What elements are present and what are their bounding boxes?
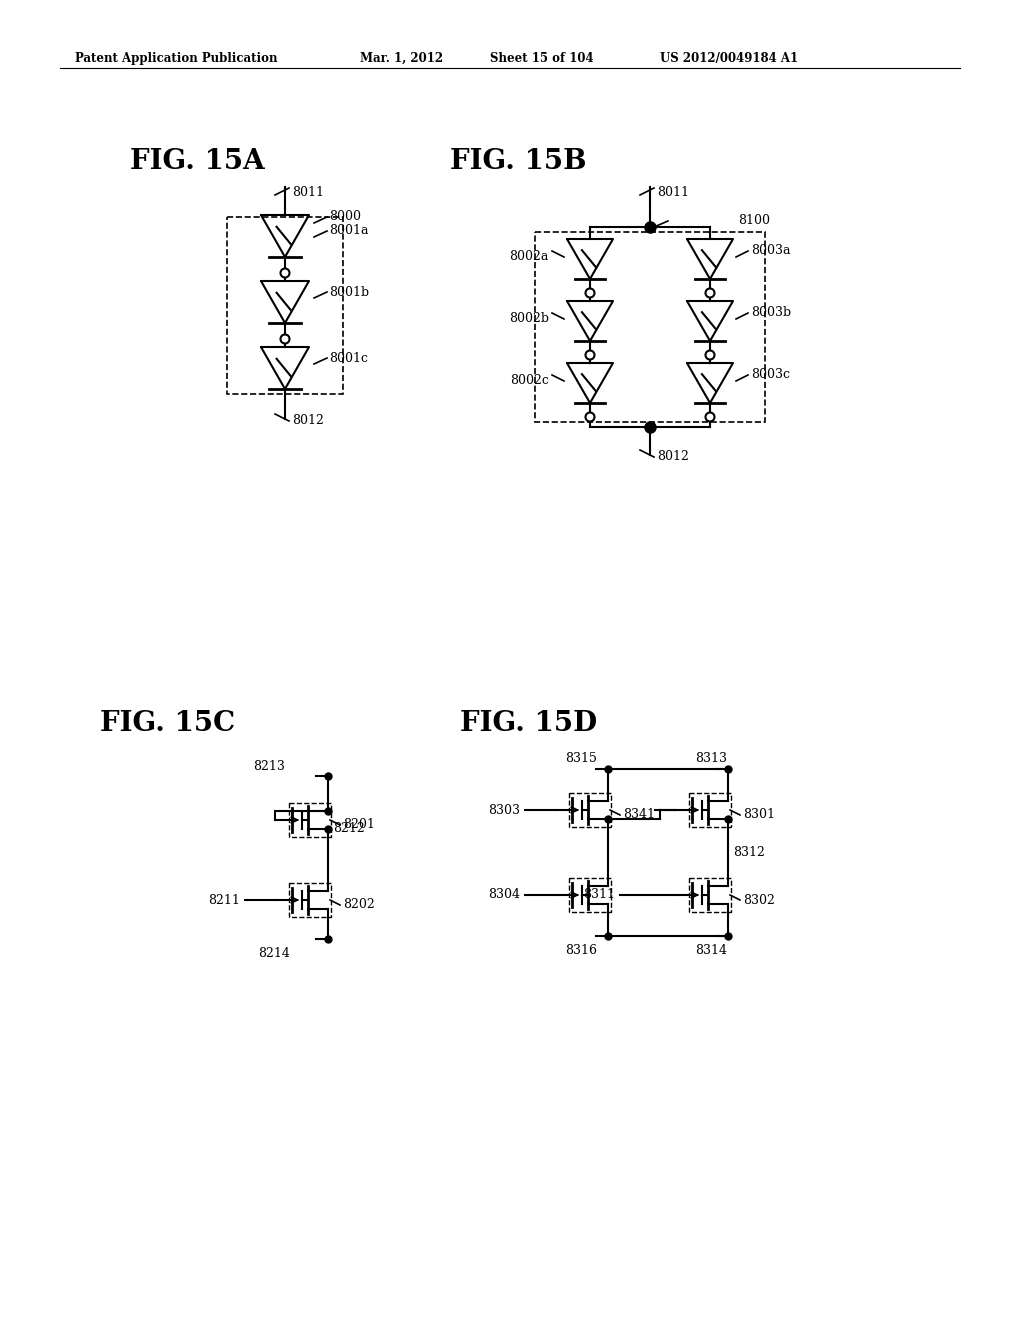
- Text: US 2012/0049184 A1: US 2012/0049184 A1: [660, 51, 798, 65]
- Text: 8304: 8304: [488, 888, 520, 902]
- Text: FIG. 15D: FIG. 15D: [460, 710, 597, 737]
- Text: 8012: 8012: [292, 414, 324, 428]
- Text: 8314: 8314: [695, 944, 727, 957]
- Text: 8011: 8011: [292, 186, 324, 199]
- Text: 8001b: 8001b: [329, 285, 369, 298]
- Text: 8311: 8311: [583, 888, 615, 902]
- Text: 8011: 8011: [657, 186, 689, 199]
- Text: 8002b: 8002b: [509, 313, 549, 326]
- Text: 8316: 8316: [565, 944, 597, 957]
- Text: Sheet 15 of 104: Sheet 15 of 104: [490, 51, 594, 65]
- Text: 8001c: 8001c: [329, 351, 368, 364]
- Circle shape: [586, 351, 595, 359]
- Circle shape: [281, 268, 290, 277]
- Text: FIG. 15C: FIG. 15C: [100, 710, 236, 737]
- Text: 8211: 8211: [208, 894, 240, 907]
- Text: FIG. 15A: FIG. 15A: [130, 148, 265, 176]
- Text: 8313: 8313: [695, 752, 727, 766]
- Circle shape: [706, 289, 715, 297]
- Circle shape: [706, 412, 715, 421]
- Text: 8001a: 8001a: [329, 224, 369, 238]
- Text: Mar. 1, 2012: Mar. 1, 2012: [360, 51, 443, 65]
- Circle shape: [706, 351, 715, 359]
- Text: 8303: 8303: [488, 804, 520, 817]
- Text: FIG. 15B: FIG. 15B: [450, 148, 587, 176]
- Text: Patent Application Publication: Patent Application Publication: [75, 51, 278, 65]
- Text: 8003a: 8003a: [751, 244, 791, 257]
- Text: 8000: 8000: [329, 210, 361, 223]
- Text: 8100: 8100: [738, 214, 770, 227]
- Circle shape: [586, 289, 595, 297]
- Text: 8312: 8312: [733, 846, 765, 859]
- Text: 8003b: 8003b: [751, 306, 792, 319]
- Text: 8002c: 8002c: [510, 375, 549, 388]
- Text: 8201: 8201: [343, 818, 375, 832]
- Text: 8213: 8213: [253, 760, 285, 774]
- Text: 8341: 8341: [623, 808, 655, 821]
- Text: 8002a: 8002a: [510, 251, 549, 264]
- Circle shape: [586, 412, 595, 421]
- Text: 8003c: 8003c: [751, 368, 790, 381]
- Text: 8212: 8212: [333, 822, 365, 836]
- Text: 8301: 8301: [743, 808, 775, 821]
- Text: 8202: 8202: [343, 899, 375, 912]
- Text: 8214: 8214: [258, 946, 290, 960]
- Text: 8302: 8302: [743, 894, 775, 907]
- Text: 8315: 8315: [565, 752, 597, 766]
- Text: 8012: 8012: [657, 450, 689, 463]
- Circle shape: [281, 334, 290, 343]
